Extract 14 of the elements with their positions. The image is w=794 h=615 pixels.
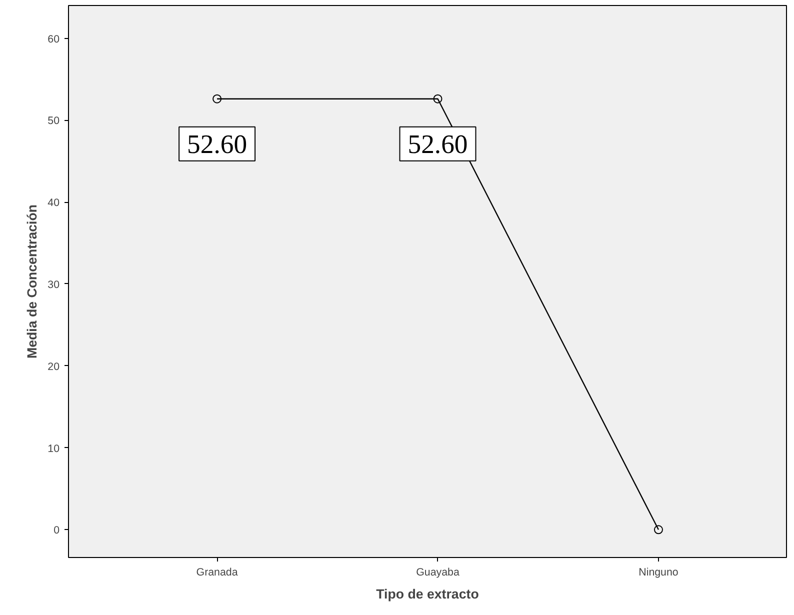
data-label: 52.60 bbox=[408, 128, 468, 159]
y-tick-label: 50 bbox=[48, 115, 60, 128]
x-tick-label: Granada bbox=[196, 566, 238, 578]
y-tick-label: 60 bbox=[48, 33, 60, 46]
y-tick-label: 0 bbox=[54, 524, 60, 537]
x-tick-label: Guayaba bbox=[416, 566, 460, 578]
y-tick-label: 20 bbox=[48, 360, 60, 373]
y-axis-title: Media de Concentración bbox=[24, 204, 40, 359]
y-tick-label: 30 bbox=[48, 278, 60, 291]
data-label: 52.60 bbox=[187, 128, 248, 159]
x-tick-label: Ninguno bbox=[638, 566, 678, 578]
y-tick-label: 10 bbox=[48, 442, 60, 455]
y-tick-label: 40 bbox=[48, 197, 60, 210]
x-axis-title: Tipo de extracto bbox=[376, 586, 479, 602]
